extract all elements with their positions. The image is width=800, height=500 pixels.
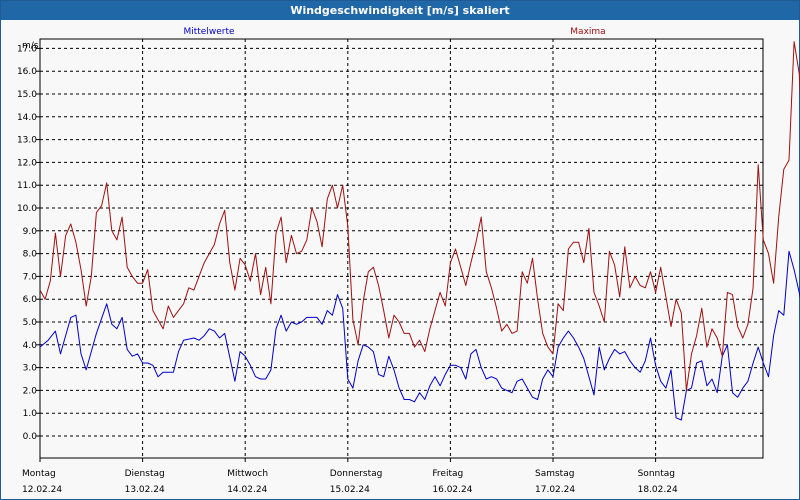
- series-maxima-line: [39, 41, 800, 391]
- y-tick-label: 12.0: [17, 158, 37, 168]
- y-tick-label: 3.0: [23, 364, 38, 374]
- grid-lines: [40, 39, 763, 458]
- x-tick-date-label: 16.02.24: [432, 485, 472, 495]
- y-tick-label: 17.0: [17, 44, 37, 54]
- x-tick-day-label: Samstag: [535, 469, 574, 479]
- y-tick-label: 7.0: [23, 272, 38, 282]
- y-tick-label: 15.0: [17, 90, 37, 100]
- x-tick-day-label: Mittwoch: [227, 469, 268, 479]
- y-tick-label: 14.0: [17, 113, 37, 123]
- x-tick-day-label: Montag: [22, 469, 56, 479]
- x-tick-date-label: 17.02.24: [535, 485, 575, 495]
- x-axis-ticks: Montag 12.02.24 Dienstag 13.02.24 Mittwoch 14…: [22, 458, 678, 495]
- x-tick-date-label: 13.02.24: [125, 485, 165, 495]
- x-tick-day-label: Dienstag: [125, 469, 165, 479]
- x-tick-date-label: 12.02.24: [22, 485, 62, 495]
- x-tick-day-label: Donnerstag: [330, 469, 383, 479]
- y-tick-label: 5.0: [23, 318, 38, 328]
- y-axis-ticks: 0.0 1.0 2.0 3.0 4.0 5.0 6.0 7.0 8.0 9.0 10.0 11.0 12…: [17, 44, 40, 442]
- y-tick-label: 4.0: [23, 341, 38, 351]
- series-mittelwerte-line: [39, 250, 800, 421]
- x-tick-day-label: Sonntag: [638, 469, 675, 479]
- y-tick-label: 16.0: [17, 67, 37, 77]
- y-axis-unit-label: m/s: [22, 41, 39, 51]
- x-tick-date-label: 18.02.24: [638, 485, 678, 495]
- y-tick-label: 2.0: [23, 386, 38, 396]
- y-tick-label: 13.0: [17, 136, 37, 146]
- x-tick-day-label: Freitag: [432, 469, 463, 479]
- x-tick-date-label: 15.02.24: [330, 485, 370, 495]
- x-tick-date-label: 14.02.24: [227, 485, 267, 495]
- y-tick-label: 6.0: [23, 295, 38, 305]
- y-tick-label: 11.0: [17, 181, 37, 191]
- y-tick-label: 8.0: [23, 250, 38, 260]
- y-tick-label: 1.0: [23, 409, 38, 419]
- y-tick-label: 0.0: [23, 432, 38, 442]
- window-title: Windgeschwindigkeit [m/s] skaliert: [1, 1, 799, 20]
- y-tick-label: 9.0: [23, 227, 38, 237]
- y-tick-label: 10.0: [17, 204, 37, 214]
- series-lines: [39, 41, 800, 421]
- legend-mittelwerte: Mittelwerte: [183, 27, 234, 37]
- legend-maxima: Maxima: [570, 27, 605, 37]
- plot-area: [39, 38, 764, 459]
